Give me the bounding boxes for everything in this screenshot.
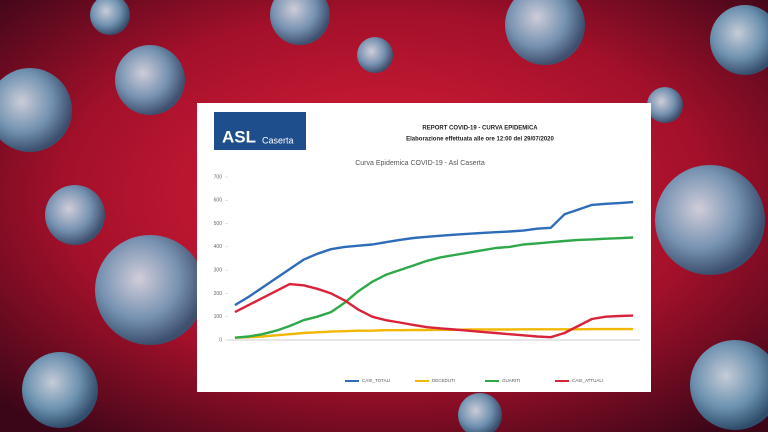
series-line bbox=[234, 200, 634, 307]
y-tick-label: 400 bbox=[214, 244, 223, 250]
logo-text: ASL bbox=[222, 127, 256, 146]
y-tick-label: 0 bbox=[219, 337, 222, 343]
y-tick-label: 600 bbox=[214, 198, 223, 204]
y-tick-label: 300 bbox=[214, 267, 223, 273]
report-card bbox=[197, 103, 651, 392]
report-subtitle: Elaborazione effettuata alle ore 12:00 d… bbox=[406, 137, 554, 143]
legend-label: CASI_ATTUALI bbox=[572, 378, 603, 383]
y-tick-label: 500 bbox=[214, 221, 223, 227]
legend-label: GUARITI bbox=[502, 378, 520, 383]
y-tick-label: 100 bbox=[214, 314, 223, 320]
series-line bbox=[234, 236, 634, 339]
chart: 0 100 200 300 400 500 600 700 CASI_TOTALI DECEDUT… bbox=[214, 174, 640, 383]
chart-title: Curva Epidemica COVID-19 - Asl Caserta bbox=[355, 160, 485, 167]
series-line bbox=[234, 327, 634, 339]
report-title: REPORT COVID-19 - CURVA EPIDEMICA bbox=[422, 126, 538, 132]
y-tick-label: 200 bbox=[214, 291, 223, 297]
legend-label: DECEDUTI bbox=[432, 378, 455, 383]
logo-text: Caserta bbox=[262, 135, 294, 145]
logo bbox=[214, 112, 306, 150]
legend-label: CASI_TOTALI bbox=[362, 378, 390, 383]
series-line bbox=[234, 282, 634, 339]
y-tick-label: 700 bbox=[214, 174, 223, 180]
